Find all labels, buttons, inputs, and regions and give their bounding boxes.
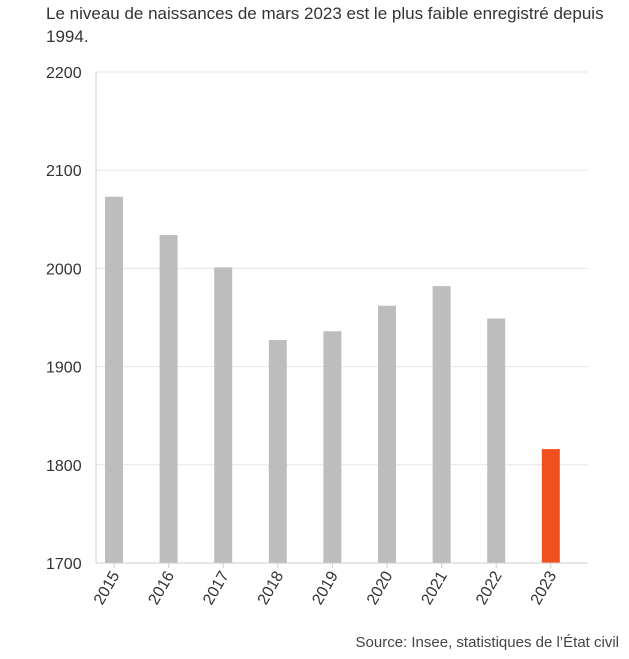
x-axis-ticks: 2015 2016 2017 2018 2019 2020 2021 2022 2023 <box>91 568 560 607</box>
bar-2022 <box>487 318 506 563</box>
x-tick-label: 2015 <box>91 568 124 607</box>
y-tick-label: 2200 <box>46 65 82 82</box>
bar-2018 <box>268 340 287 563</box>
y-tick-label: 2000 <box>46 261 82 278</box>
x-tick-label: 2016 <box>146 568 179 607</box>
x-tick-label: 2021 <box>419 568 452 607</box>
bar-2016 <box>159 235 178 563</box>
y-tick-label: 2100 <box>46 163 82 180</box>
x-tick-label: 2022 <box>473 568 506 607</box>
bar-2021 <box>432 286 451 563</box>
x-tick-label: 2018 <box>255 568 288 607</box>
bar-2023 <box>541 449 560 563</box>
y-tick-label: 1700 <box>46 556 82 573</box>
chart-subtitle: Le niveau de naissances de mars 2023 est… <box>46 4 604 46</box>
bar-2017 <box>214 267 233 563</box>
y-tick-label: 1900 <box>46 360 82 377</box>
bars <box>105 196 560 564</box>
y-axis-ticks: 1700 1800 1900 2000 2100 2200 <box>46 65 82 573</box>
x-tick-label: 2023 <box>528 568 561 607</box>
y-tick-label: 1800 <box>46 458 82 475</box>
bar-2020 <box>378 305 396 563</box>
bar-2019 <box>323 331 342 563</box>
axes <box>95 72 588 568</box>
x-tick-label: 2020 <box>364 568 397 607</box>
x-tick-label: 2019 <box>309 568 342 607</box>
bar-2015 <box>105 196 123 564</box>
source-note: Source: Insee, statistiques de l’État ci… <box>355 634 619 651</box>
x-tick-label: 2017 <box>200 568 233 607</box>
